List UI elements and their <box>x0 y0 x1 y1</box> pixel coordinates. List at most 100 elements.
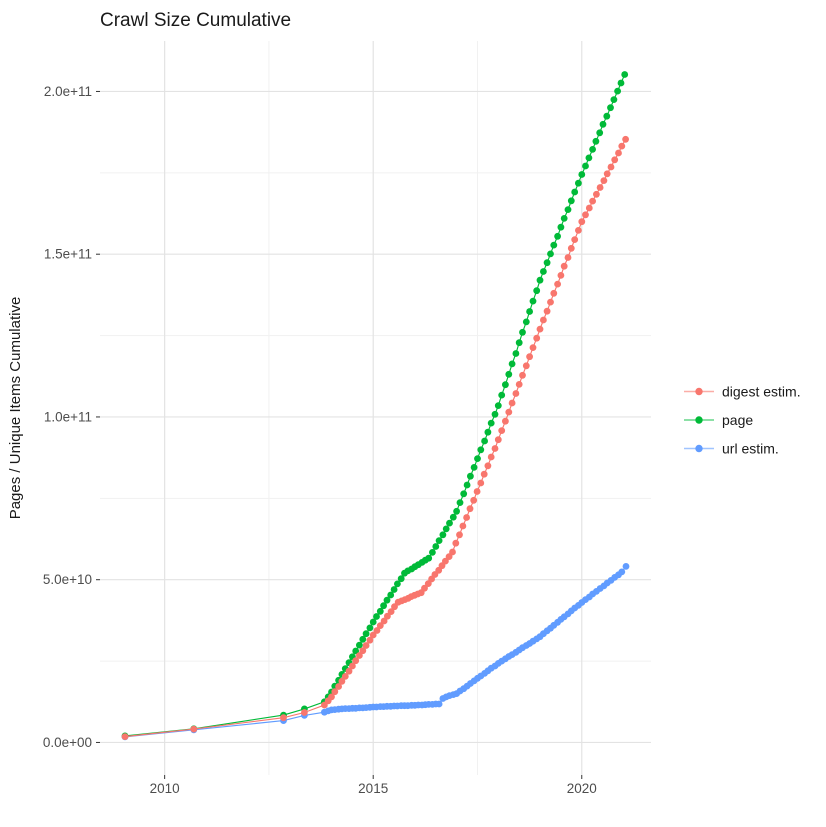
data-point <box>498 427 506 434</box>
data-point <box>564 254 572 261</box>
data-point <box>540 316 547 324</box>
data-point <box>280 714 287 722</box>
data-point <box>593 190 600 198</box>
data-point <box>473 488 481 495</box>
data-point <box>589 146 596 153</box>
data-point <box>622 135 629 143</box>
y-tick-label: 1.0e+11 <box>44 409 92 424</box>
data-point <box>512 390 520 397</box>
data-point <box>614 87 621 95</box>
data-point <box>376 622 384 629</box>
series-page <box>121 71 629 740</box>
data-point <box>543 307 551 315</box>
series-digest-estim- <box>121 135 629 740</box>
legend-label: page <box>722 412 753 428</box>
data-point <box>599 120 607 128</box>
data-point <box>600 177 608 185</box>
data-point <box>121 733 129 740</box>
data-point <box>585 204 593 212</box>
data-point <box>512 350 520 357</box>
point-line-key-icon <box>695 387 703 396</box>
data-point <box>456 531 463 539</box>
data-point <box>508 399 516 407</box>
series-line <box>124 139 627 738</box>
data-point <box>394 580 401 588</box>
series-line <box>124 566 627 738</box>
data-point <box>617 79 625 87</box>
data-point <box>585 154 593 162</box>
legend-item-page: page <box>684 412 753 428</box>
data-point <box>622 563 630 570</box>
data-point <box>550 289 558 297</box>
data-point <box>362 630 370 638</box>
data-point <box>589 197 596 205</box>
data-point <box>519 328 526 336</box>
x-tick-label: 2010 <box>150 781 180 796</box>
legend-item-url-estim-: url estim. <box>684 440 779 456</box>
legend-label: url estim. <box>722 440 779 456</box>
data-point <box>470 496 478 504</box>
data-point <box>380 602 387 610</box>
legend-label: digest estim. <box>722 383 801 399</box>
data-point <box>571 188 579 196</box>
data-point <box>477 446 485 454</box>
data-point <box>505 370 513 378</box>
data-point <box>498 391 506 399</box>
data-point <box>452 539 460 547</box>
x-tick-label: 2020 <box>567 781 597 796</box>
data-point <box>477 479 485 487</box>
data-point <box>596 184 604 191</box>
data-point <box>596 129 604 137</box>
data-point <box>356 652 363 659</box>
data-point <box>611 156 619 164</box>
y-axis-title: Pages / Unique Items Cumulative <box>7 297 24 520</box>
data-point <box>470 464 478 471</box>
data-point <box>369 631 377 639</box>
data-point <box>554 232 561 240</box>
data-point <box>366 624 374 632</box>
data-point <box>442 557 449 565</box>
data-point <box>575 227 582 234</box>
y-tick-label: 0.0e+00 <box>43 735 92 750</box>
data-point <box>607 163 615 171</box>
data-point <box>554 280 561 288</box>
axes: 0.0e+00 5.0e+10 1.0e+11 1.5e+11 2.0e+11 2010 2… <box>43 84 597 796</box>
point-line-key-icon <box>695 416 703 424</box>
series-url-estim- <box>121 563 630 741</box>
data-point <box>526 308 533 315</box>
data-point <box>384 612 391 620</box>
data-point <box>463 514 470 521</box>
data-point <box>480 470 488 478</box>
data-point <box>352 647 360 655</box>
data-point <box>540 268 547 275</box>
data-point <box>536 325 544 333</box>
data-point <box>592 137 600 145</box>
data-point <box>352 657 360 665</box>
data-point <box>526 353 533 361</box>
data-point <box>502 381 509 389</box>
data-point <box>603 112 611 120</box>
data-point <box>578 218 586 226</box>
data-point <box>522 362 530 370</box>
data-point <box>432 543 440 550</box>
data-point <box>621 71 629 78</box>
data-point <box>557 223 565 231</box>
chart-title: Crawl Size Cumulative <box>100 10 291 31</box>
data-point <box>362 642 370 649</box>
data-point <box>481 437 488 445</box>
data-point <box>442 525 450 533</box>
data-point <box>439 531 447 539</box>
data-point <box>453 507 460 515</box>
data-point <box>390 586 398 593</box>
data-point <box>571 236 579 244</box>
data-point <box>494 436 502 444</box>
data-point <box>502 417 509 425</box>
data-point <box>547 298 554 306</box>
point-line-key-icon <box>695 444 703 453</box>
data-point <box>356 641 363 649</box>
data-point <box>338 677 346 685</box>
data-series <box>121 71 630 741</box>
data-point <box>560 215 568 222</box>
data-point <box>366 636 374 644</box>
